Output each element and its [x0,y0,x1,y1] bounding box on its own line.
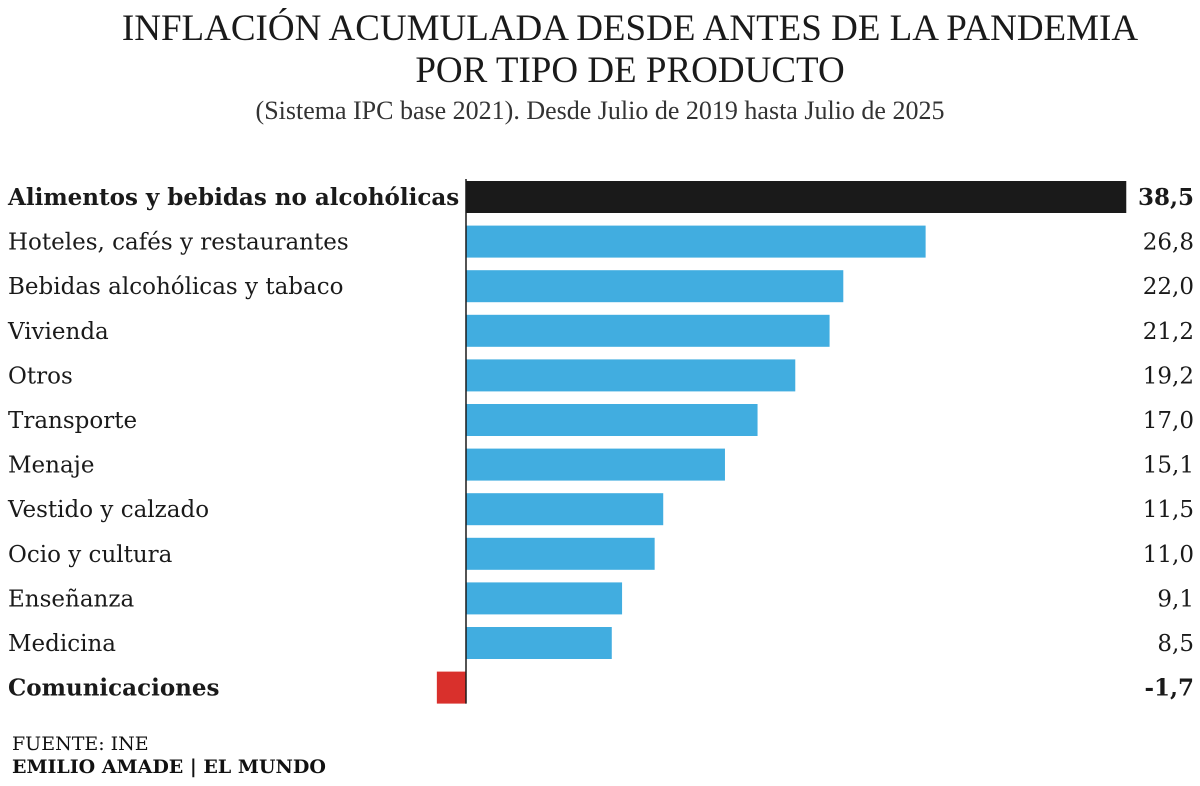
value-label: 38,5 [1138,184,1194,211]
value-label: 15,1 [1143,453,1194,479]
bar-1 [466,225,926,258]
bar-9 [466,582,623,615]
category-label: Otros [8,363,73,389]
category-label: Transporte [8,408,137,434]
value-label: 9,1 [1157,586,1194,612]
value-label: 8,5 [1157,631,1194,657]
value-label: 11,0 [1143,542,1194,568]
value-label: 21,2 [1143,319,1194,345]
category-label: Hoteles, cafés y restaurantes [8,230,349,256]
bar-5 [466,404,758,436]
value-label: -1,7 [1144,675,1194,702]
bar-10 [466,627,612,659]
value-label: 26,8 [1143,230,1194,256]
bar-4 [466,359,796,392]
bar-8 [466,537,655,570]
value-label: 19,2 [1143,363,1194,389]
category-label: Ocio y cultura [8,542,173,568]
bar-6 [466,448,725,481]
category-label: Menaje [8,453,94,479]
bar-7 [466,493,664,526]
bar-11 [436,671,466,704]
category-label: Vestido y calzado [7,497,209,523]
source-note: FUENTE: INE [12,733,149,755]
bar-0 [466,181,1127,213]
category-label: Comunicaciones [8,675,219,702]
chart-subtitle: (Sistema IPC base 2021). Desde Julio de … [255,96,945,125]
value-label: 11,5 [1143,497,1194,523]
chart-title: INFLACIÓN ACUMULADA DESDE ANTES DE LA PA… [0,8,1200,92]
category-label: Vivienda [7,319,109,345]
bar-chart: Alimentos y bebidas no alcohólicas 38,5 Ho… [7,179,1194,704]
chart-title-line-2: POR TIPO DE PRODUCTO [415,50,845,91]
category-label: Bebidas alcohólicas y tabaco [8,274,343,300]
value-label: 17,0 [1143,408,1194,434]
category-label: Medicina [8,631,116,657]
bar-3 [466,314,830,347]
bar-2 [466,270,844,303]
category-label: Enseñanza [8,586,134,612]
value-label: 22,0 [1143,274,1194,300]
author-credit: EMILIO AMADE | EL MUNDO [12,756,326,778]
category-label: Alimentos y bebidas no alcohólicas [7,184,459,211]
chart-title-line-1: INFLACIÓN ACUMULADA DESDE ANTES DE LA PA… [121,8,1139,49]
